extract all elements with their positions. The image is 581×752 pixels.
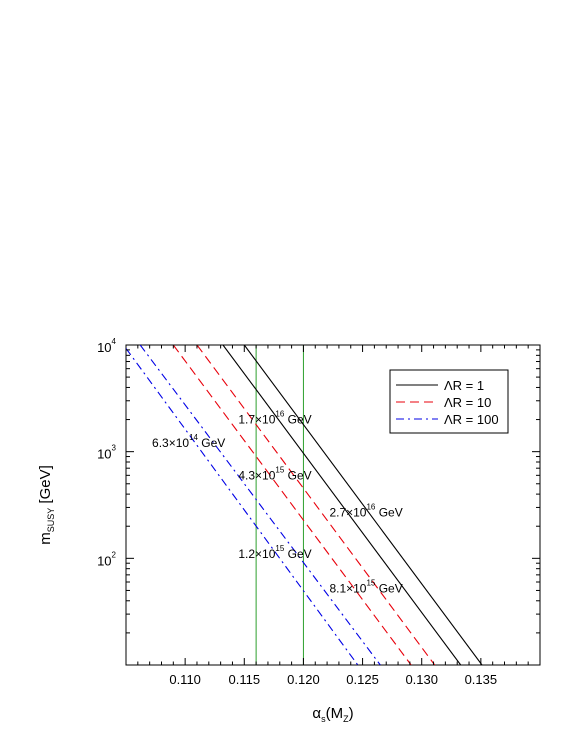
y-tick-label-0: 102 xyxy=(97,550,116,568)
plot-frame xyxy=(125,344,541,666)
legend-label-2: ΛR = 100 xyxy=(444,412,499,427)
legend-label-1: ΛR = 10 xyxy=(444,395,491,410)
legend-box xyxy=(389,369,509,434)
annotations: 1.7×1016 GeV 6.3×1014 GeV 4.3×1015 GeV 2.7×… xyxy=(152,410,403,596)
annotation-0: 1.7×1016 GeV xyxy=(238,410,311,427)
annotation-1: 6.3×1014 GeV xyxy=(152,433,225,450)
y-axis: 102 103 104 xyxy=(97,337,540,634)
y-axis-title: mSUSY [GeV] xyxy=(37,465,56,545)
annotation-5: 8.1×1015 GeV xyxy=(329,579,402,596)
x-tick-label-2: 0.120 xyxy=(287,672,320,687)
x-tick-label-5: 0.135 xyxy=(465,672,498,687)
series-line-2 xyxy=(172,345,412,665)
y-tick-label-1: 103 xyxy=(97,444,116,462)
x-tick-label-4: 0.130 xyxy=(405,672,438,687)
y-tick-label-2: 104 xyxy=(97,337,116,355)
annotation-2: 4.3×1015 GeV xyxy=(238,465,311,482)
annotation-4: 1.2×1015 GeV xyxy=(238,544,311,561)
series-line-1 xyxy=(243,345,483,665)
x-tick-label-1: 0.115 xyxy=(228,672,260,687)
x-axis-title: αs(MZ) xyxy=(312,705,353,724)
annotation-3: 2.7×1016 GeV xyxy=(329,502,402,519)
reference-lines xyxy=(255,345,304,665)
x-tick-label-3: 0.125 xyxy=(346,672,379,687)
series-line-0 xyxy=(222,345,462,665)
series-line-5 xyxy=(139,345,381,665)
legend-entries: ΛR = 1 ΛR = 10 ΛR = 100 xyxy=(396,378,499,427)
x-axis: 0.110 0.115 0.120 0.125 0.130 0.135 xyxy=(137,345,529,687)
x-tick-label-0: 0.110 xyxy=(169,672,201,687)
legend-label-0: ΛR = 1 xyxy=(444,378,484,393)
legend: ΛR = 1 ΛR = 10 ΛR = 100 xyxy=(389,369,509,434)
series-lines xyxy=(126,345,483,665)
series-line-4 xyxy=(126,348,359,665)
series-line-3 xyxy=(196,345,436,665)
